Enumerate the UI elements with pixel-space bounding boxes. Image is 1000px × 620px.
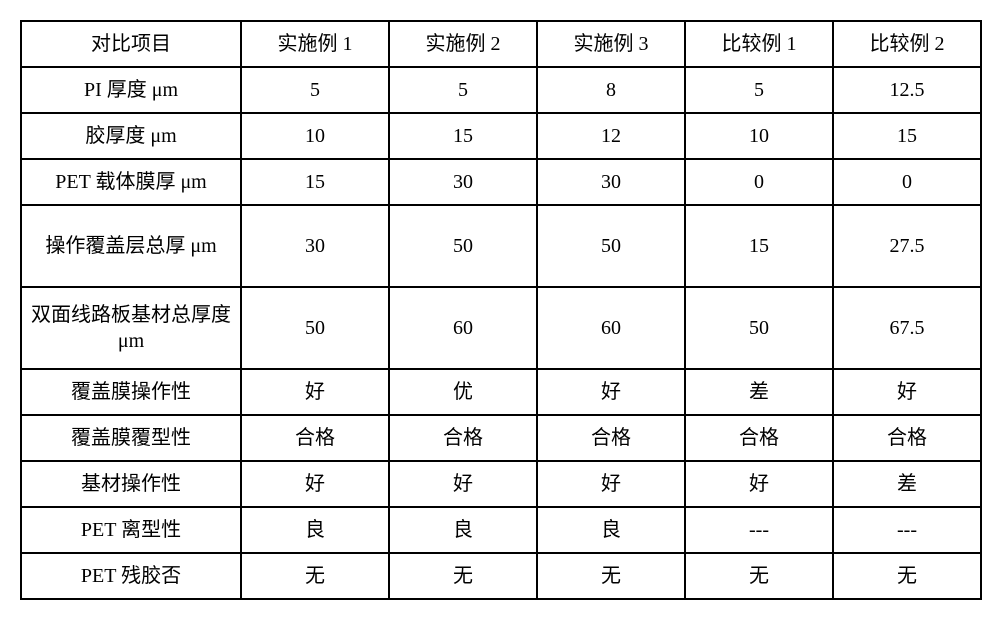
cell: 差 <box>833 461 981 507</box>
cell: --- <box>833 507 981 553</box>
row-label: 双面线路板基材总厚度 μm <box>21 287 241 369</box>
cell: 无 <box>241 553 389 599</box>
cell: 67.5 <box>833 287 981 369</box>
cell: 30 <box>389 159 537 205</box>
cell: 8 <box>537 67 685 113</box>
cell: 5 <box>241 67 389 113</box>
table-row: PET 载体膜厚 μm15303000 <box>21 159 981 205</box>
col-header-3: 实施例 3 <box>537 21 685 67</box>
cell: 无 <box>389 553 537 599</box>
row-label: PET 载体膜厚 μm <box>21 159 241 205</box>
cell: 优 <box>389 369 537 415</box>
cell: 好 <box>833 369 981 415</box>
table-body: 对比项目 实施例 1 实施例 2 实施例 3 比较例 1 比较例 2 PI 厚度… <box>21 21 981 599</box>
col-header-0: 对比项目 <box>21 21 241 67</box>
cell: 15 <box>389 113 537 159</box>
cell: 12 <box>537 113 685 159</box>
cell: 12.5 <box>833 67 981 113</box>
row-label: PI 厚度 μm <box>21 67 241 113</box>
cell: 合格 <box>241 415 389 461</box>
cell: 差 <box>685 369 833 415</box>
cell: 15 <box>685 205 833 287</box>
cell: 无 <box>685 553 833 599</box>
cell: 5 <box>389 67 537 113</box>
row-label: 基材操作性 <box>21 461 241 507</box>
cell: 15 <box>833 113 981 159</box>
table-row: 操作覆盖层总厚 μm3050501527.5 <box>21 205 981 287</box>
cell: 30 <box>241 205 389 287</box>
table-row: PI 厚度 μm558512.5 <box>21 67 981 113</box>
cell: 合格 <box>537 415 685 461</box>
cell: 0 <box>685 159 833 205</box>
table-header-row: 对比项目 实施例 1 实施例 2 实施例 3 比较例 1 比较例 2 <box>21 21 981 67</box>
table-row: PET 离型性良良良------ <box>21 507 981 553</box>
cell: 好 <box>241 461 389 507</box>
table-row: 覆盖膜覆型性合格合格合格合格合格 <box>21 415 981 461</box>
cell: 5 <box>685 67 833 113</box>
cell: 10 <box>685 113 833 159</box>
cell: 好 <box>389 461 537 507</box>
row-label: 覆盖膜操作性 <box>21 369 241 415</box>
cell: 50 <box>389 205 537 287</box>
cell: 30 <box>537 159 685 205</box>
cell: 好 <box>537 461 685 507</box>
cell: 0 <box>833 159 981 205</box>
cell: 良 <box>389 507 537 553</box>
table-row: 双面线路板基材总厚度 μm5060605067.5 <box>21 287 981 369</box>
cell: 27.5 <box>833 205 981 287</box>
cell: 好 <box>685 461 833 507</box>
cell: 良 <box>537 507 685 553</box>
row-label: PET 离型性 <box>21 507 241 553</box>
cell: 50 <box>537 205 685 287</box>
cell: 60 <box>389 287 537 369</box>
cell: 合格 <box>685 415 833 461</box>
cell: 好 <box>537 369 685 415</box>
col-header-4: 比较例 1 <box>685 21 833 67</box>
row-label: 操作覆盖层总厚 μm <box>21 205 241 287</box>
cell: 无 <box>833 553 981 599</box>
row-label: 胶厚度 μm <box>21 113 241 159</box>
cell: 良 <box>241 507 389 553</box>
table-row: 基材操作性好好好好差 <box>21 461 981 507</box>
cell: 50 <box>241 287 389 369</box>
table-row: PET 残胶否无无无无无 <box>21 553 981 599</box>
cell: 合格 <box>389 415 537 461</box>
cell: 无 <box>537 553 685 599</box>
cell: --- <box>685 507 833 553</box>
cell: 60 <box>537 287 685 369</box>
cell: 50 <box>685 287 833 369</box>
col-header-2: 实施例 2 <box>389 21 537 67</box>
row-label: PET 残胶否 <box>21 553 241 599</box>
cell: 10 <box>241 113 389 159</box>
cell: 合格 <box>833 415 981 461</box>
comparison-table: 对比项目 实施例 1 实施例 2 实施例 3 比较例 1 比较例 2 PI 厚度… <box>20 20 982 600</box>
table-row: 覆盖膜操作性好优好差好 <box>21 369 981 415</box>
col-header-5: 比较例 2 <box>833 21 981 67</box>
table-row: 胶厚度 μm1015121015 <box>21 113 981 159</box>
row-label: 覆盖膜覆型性 <box>21 415 241 461</box>
cell: 15 <box>241 159 389 205</box>
col-header-1: 实施例 1 <box>241 21 389 67</box>
cell: 好 <box>241 369 389 415</box>
